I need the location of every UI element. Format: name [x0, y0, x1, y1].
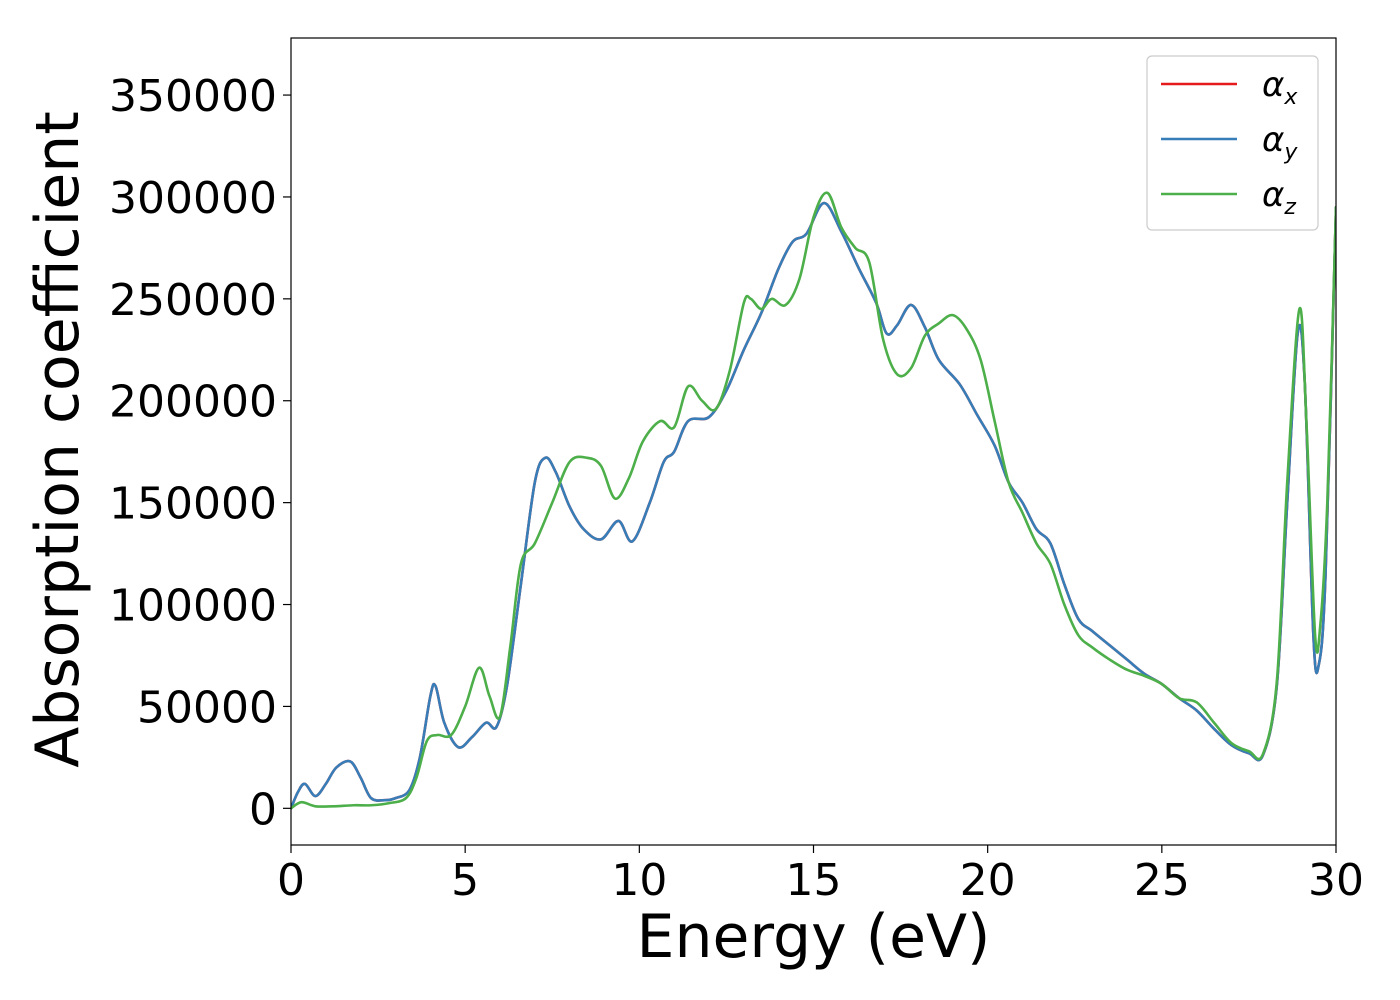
x-axis-title: Energy (eV) [637, 902, 991, 972]
legend-symbol: α [1262, 65, 1284, 105]
y-tick-label: 50000 [137, 682, 277, 733]
x-tick-label: 15 [786, 855, 842, 906]
series-line-x [291, 201, 1336, 810]
y-axis-title: Absorption coefficient [23, 111, 93, 768]
legend-subscript: y [1283, 140, 1298, 165]
legend-label-z: αz [1262, 175, 1296, 220]
y-tick-label: 250000 [109, 275, 277, 326]
y-tick-label: 0 [249, 784, 277, 835]
y-axis: 0 50000 100000 150000 200000 250000 300000 3500… [109, 71, 291, 835]
y-tick-label: 200000 [109, 377, 277, 428]
legend-symbol: α [1262, 175, 1284, 215]
x-axis: 0 5 10 15 20 25 30 [277, 845, 1364, 906]
x-tick-label: 25 [1134, 855, 1190, 906]
x-tick-label: 20 [960, 855, 1016, 906]
legend-subscript: z [1283, 195, 1296, 220]
x-tick-label: 30 [1308, 855, 1364, 906]
x-tick-label: 0 [277, 855, 305, 906]
legend-label-x: αx [1262, 65, 1298, 110]
legend-subscript: x [1283, 85, 1298, 110]
legend-label-y: αy [1262, 120, 1298, 165]
x-tick-label: 5 [451, 855, 479, 906]
series-line-z [291, 191, 1336, 810]
x-tick-label: 10 [611, 855, 667, 906]
series-line-y [291, 201, 1336, 810]
y-tick-label: 150000 [109, 479, 277, 530]
y-tick-label: 100000 [109, 581, 277, 632]
plot-area [291, 191, 1336, 810]
y-tick-label: 300000 [109, 173, 277, 224]
legend-symbol: α [1262, 120, 1284, 160]
y-tick-label: 350000 [109, 71, 277, 122]
legend-box [1146, 55, 1319, 231]
